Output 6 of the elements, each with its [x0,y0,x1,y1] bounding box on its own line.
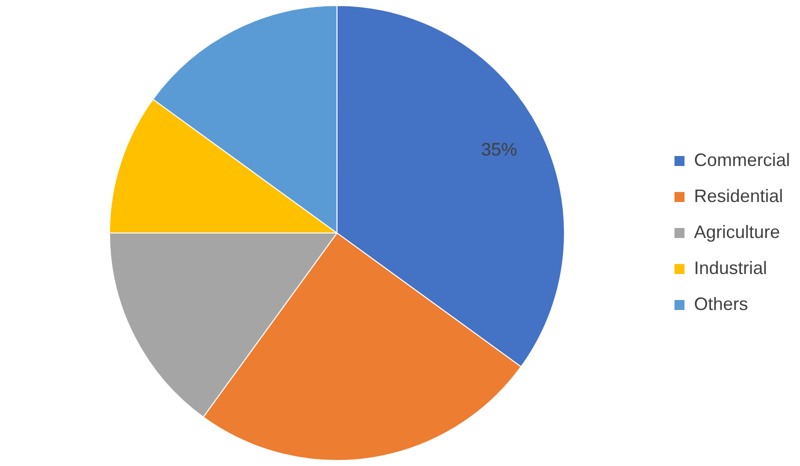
legend-label: Others [694,294,748,314]
legend-label: Residential [694,186,784,206]
legend-label: Commercial [694,150,790,170]
legend-label: Industrial [694,258,768,278]
data-label: 35% [481,139,518,160]
legend-label: Agriculture [694,222,780,242]
